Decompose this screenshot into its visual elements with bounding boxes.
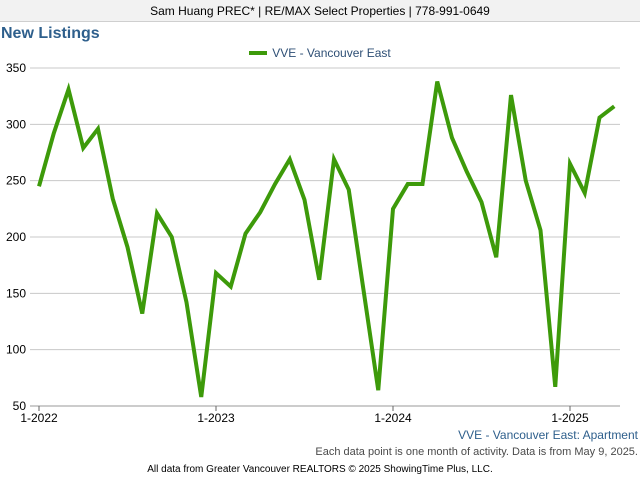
x-tick-label: 1-2023 bbox=[197, 411, 235, 425]
chart-legend: VVE - Vancouver East bbox=[0, 46, 640, 60]
y-tick-label: 200 bbox=[6, 230, 26, 244]
data-credit: All data from Greater Vancouver REALTORS… bbox=[147, 464, 493, 475]
x-tick-label: 1-2025 bbox=[551, 411, 589, 425]
data-note: Each data point is one month of activity… bbox=[315, 446, 638, 458]
chart-subtitle: VVE - Vancouver East: Apartment bbox=[458, 428, 638, 442]
legend-swatch bbox=[249, 51, 268, 55]
agent-line: Sam Huang PREC* | RE/MAX Select Properti… bbox=[150, 3, 490, 18]
y-tick-label: 50 bbox=[13, 399, 27, 413]
y-tick-label: 300 bbox=[6, 117, 26, 131]
agent-header: Sam Huang PREC* | RE/MAX Select Properti… bbox=[0, 0, 640, 22]
chart-title: New Listings bbox=[1, 25, 100, 42]
y-tick-label: 350 bbox=[6, 61, 26, 75]
y-tick-label: 150 bbox=[6, 286, 26, 300]
y-tick-label: 100 bbox=[6, 343, 26, 357]
legend-label: VVE - Vancouver East bbox=[272, 46, 391, 60]
y-tick-label: 250 bbox=[6, 174, 26, 188]
x-tick-label: 1-2024 bbox=[374, 411, 412, 425]
series-line bbox=[37, 81, 616, 398]
x-tick-label: 1-2022 bbox=[20, 411, 58, 425]
